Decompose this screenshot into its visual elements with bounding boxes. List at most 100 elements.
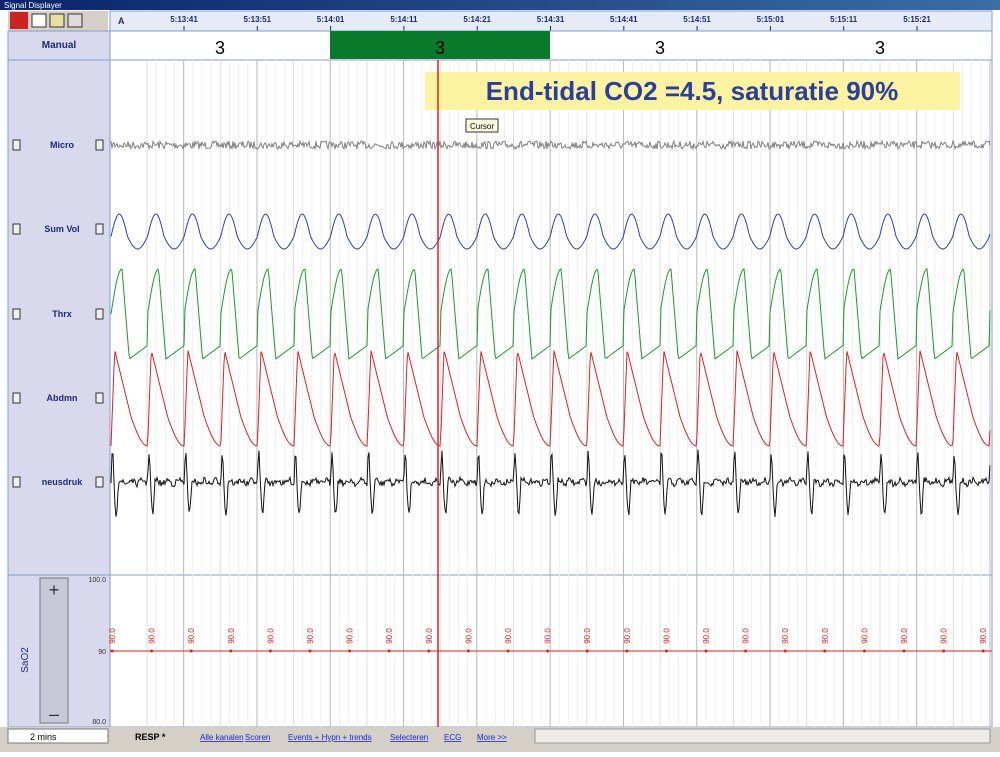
cursor-tooltip: [465, 118, 499, 133]
sao2-value: 90.0: [900, 628, 909, 644]
sao2-value: 90.0: [742, 628, 751, 644]
sao2-value: 90.0: [227, 628, 236, 644]
sao2-value: 90.0: [781, 628, 790, 644]
sao2-point: [664, 649, 668, 653]
scale-button[interactable]: [95, 139, 104, 151]
ruler-corner: A: [118, 16, 125, 26]
score: 3: [215, 38, 225, 58]
sao2-value: 90.0: [702, 628, 711, 644]
waveform: [110, 213, 991, 250]
sao2-value: 90.0: [544, 628, 553, 644]
sao2-point: [506, 649, 510, 653]
collapse-button[interactable]: [12, 476, 21, 488]
sao2-point: [942, 649, 946, 653]
sao2-point: [902, 649, 906, 653]
sao2-scale: 90: [98, 649, 106, 656]
waveform: [110, 139, 991, 151]
scale-button[interactable]: [95, 308, 104, 320]
time-label: 5:14:41: [610, 15, 638, 24]
waveform: [110, 350, 991, 447]
annotation-box: [425, 72, 960, 110]
sao2-point: [229, 649, 233, 653]
sao2-value: 90.0: [979, 628, 988, 644]
time-label: 5:15:01: [757, 15, 785, 24]
sao2-point: [150, 649, 154, 653]
channel-label: Thrx: [52, 309, 72, 319]
sao2-value: 90.0: [266, 628, 275, 644]
sao2-value: 90.0: [148, 628, 157, 644]
tab[interactable]: Alle kanalen: [200, 733, 244, 742]
sao2-value: 90.0: [464, 628, 473, 644]
tool-icon[interactable]: [31, 13, 47, 28]
sao2-point: [466, 649, 470, 653]
time-label: 5:14:21: [463, 15, 491, 24]
channel-label: Abdmn: [47, 393, 78, 403]
sao2-point: [783, 649, 787, 653]
tool-icon[interactable]: [67, 13, 83, 28]
time-label: 5:15:21: [903, 15, 931, 24]
collapse-button[interactable]: [12, 308, 21, 320]
scrollbar[interactable]: [534, 728, 991, 744]
window-title: Signal Displayer: [4, 1, 62, 10]
tab[interactable]: Selecteren: [390, 733, 428, 742]
waveform: [110, 449, 991, 517]
collapse-button[interactable]: [12, 223, 21, 235]
sao2-scale: 100.0: [88, 577, 106, 584]
sao2-point: [546, 649, 550, 653]
waveform: [110, 268, 991, 360]
collapse-button[interactable]: [12, 139, 21, 151]
sao2-value: 90.0: [108, 628, 117, 644]
sao2-point: [704, 649, 708, 653]
sao2-point: [268, 649, 272, 653]
sao2-point: [427, 649, 431, 653]
scale-button[interactable]: [95, 223, 104, 235]
sao2-point: [110, 649, 114, 653]
sao2-value: 90.0: [306, 628, 315, 644]
sao2-value: 90.0: [623, 628, 632, 644]
scale-button[interactable]: [95, 392, 104, 404]
sao2-point: [862, 649, 866, 653]
tab[interactable]: Scoren: [245, 733, 270, 742]
sao2-value: 90.0: [940, 628, 949, 644]
time-label: 5:13:41: [170, 15, 198, 24]
tab[interactable]: RESP *: [135, 732, 166, 742]
sao2-slider[interactable]: [39, 577, 69, 724]
sao2-value: 90.0: [662, 628, 671, 644]
time-label: 5:14:01: [317, 15, 345, 24]
cursor-label: Cursor: [470, 122, 494, 131]
manual-label: Manual: [42, 40, 77, 51]
sao2-value: 90.0: [821, 628, 830, 644]
channel-label: neusdruk: [42, 477, 84, 487]
sao2-value: 90.0: [385, 628, 394, 644]
sao2-value: 90.0: [583, 628, 592, 644]
channel-label: Sum Vol: [44, 224, 79, 234]
zoom-in[interactable]: +: [49, 580, 60, 600]
time-label: 5:13:51: [244, 15, 272, 24]
channel-label: Micro: [50, 140, 75, 150]
sao2-point: [823, 649, 827, 653]
tab[interactable]: ECG: [444, 733, 461, 742]
sao2-point: [744, 649, 748, 653]
score: 3: [655, 38, 665, 58]
sao2-value: 90.0: [187, 628, 196, 644]
collapse-button[interactable]: [12, 392, 21, 404]
title-bar: [0, 0, 1000, 10]
tab[interactable]: Events + Hypn + trends: [288, 733, 372, 742]
tab[interactable]: More >>: [477, 733, 507, 742]
sao2-point: [387, 649, 391, 653]
time-label: 5:15:11: [830, 15, 858, 24]
zoom-out[interactable]: –: [49, 704, 59, 724]
scale-button[interactable]: [95, 476, 104, 488]
sao2-value: 90.0: [504, 628, 513, 644]
score-block[interactable]: [330, 31, 550, 59]
sao2-scale: 80.0: [92, 719, 106, 726]
tool-icon[interactable]: [10, 12, 28, 29]
sao2-value: 90.0: [860, 628, 869, 644]
sao2-value: 90.0: [346, 628, 355, 644]
time-label: 5:14:31: [537, 15, 565, 24]
zoom-select[interactable]: [7, 728, 109, 744]
zoom-value[interactable]: 2 mins: [30, 732, 57, 742]
tool-icon[interactable]: [49, 13, 65, 28]
